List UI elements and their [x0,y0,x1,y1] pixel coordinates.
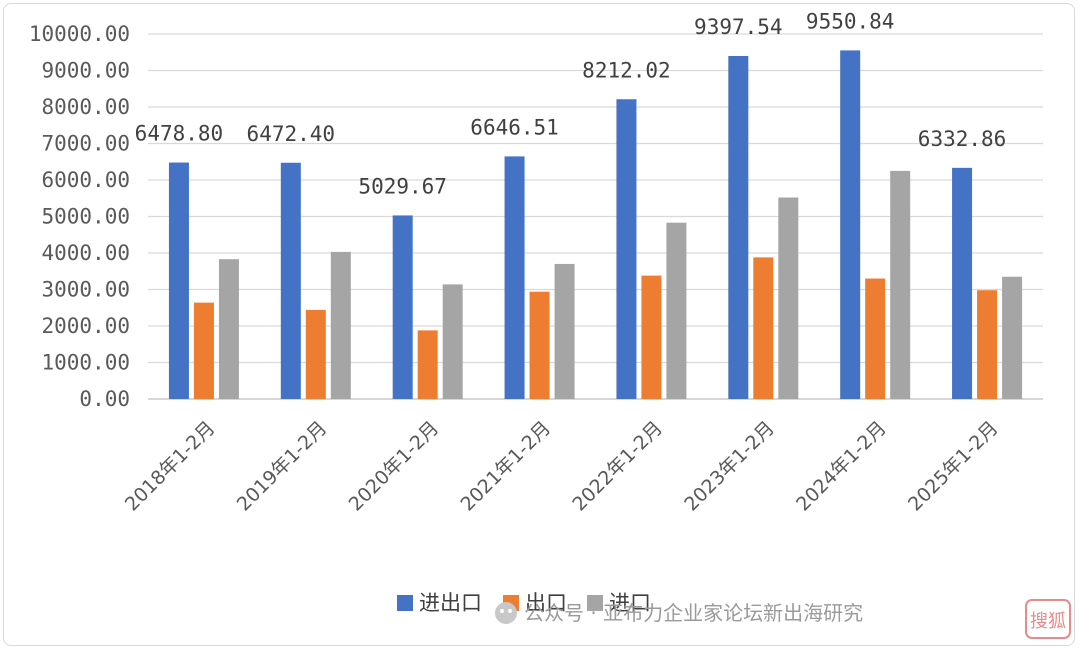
legend-label: 进出口 [419,591,482,615]
y-tick-label: 6000.00 [41,168,130,192]
data-label: 6646.51 [470,115,559,139]
x-tick-label: 2018年1-2月 [121,417,220,516]
x-tick-label: 2019年1-2月 [233,417,332,516]
y-tick-label: 4000.00 [41,241,130,265]
bar-进出口 [952,167,973,399]
x-tick-label: 2023年1-2月 [680,417,779,516]
bar-进出口 [504,156,525,399]
bar-进口 [1002,276,1023,399]
bars [168,50,1023,400]
data-label: 9550.84 [806,9,895,33]
legend-label: 进口 [609,591,651,615]
x-tick-label: 2020年1-2月 [345,417,444,516]
y-tick-label: 8000.00 [41,95,130,119]
x-tick-label: 2024年1-2月 [792,417,891,516]
data-label: 9397.54 [694,15,783,39]
y-tick-label: 9000.00 [41,59,130,83]
bar-进口 [330,251,351,399]
bar-进口 [218,259,239,399]
data-label: 5029.67 [358,174,447,198]
data-label: 6472.40 [247,122,336,146]
legend-swatch [397,595,413,611]
bar-出口 [865,278,886,399]
y-tick-label: 3000.00 [41,278,130,302]
legend: 进出口 出口 进口 [397,591,651,615]
legend-swatch [587,595,603,611]
bar-进口 [554,263,575,399]
watermark-text: 公众号 · 亚布力企业家论坛新出海研究 [524,601,863,625]
bar-进出口 [280,162,301,399]
y-tick-label: 2000.00 [41,314,130,338]
bar-进出口 [616,99,637,400]
data-labels: 6478.80 6472.40 5029.67 6646.51 8212.02 9397.… [135,9,1007,198]
bar-出口 [641,275,662,399]
bar-进口 [890,170,911,399]
bar-出口 [977,290,998,399]
bar-进口 [442,284,463,399]
data-label: 6332.86 [918,127,1007,151]
x-axis: 2018年1-2月 2019年1-2月 2020年1-2月 2021年1-2月 2022… [121,417,1003,516]
bar-出口 [305,309,326,399]
bar-进口 [778,197,799,399]
y-tick-label: 0.00 [79,387,130,411]
watermark: 公众号 · 亚布力企业家论坛新出海研究 搜狐 [495,599,1071,639]
y-tick-label: 7000.00 [41,132,130,156]
y-tick-label: 10000.00 [29,22,130,46]
watermark-stamp-text: 搜狐 [1030,611,1066,632]
x-tick-label: 2025年1-2月 [904,417,1003,516]
bar-出口 [529,291,550,399]
bar-进出口 [168,162,189,399]
bar-进口 [666,222,687,399]
y-tick-label: 5000.00 [41,205,130,229]
chart-frame [3,3,1075,646]
data-label: 6478.80 [135,122,224,146]
bar-进出口 [392,215,413,399]
bar-进出口 [728,55,749,400]
x-tick-label: 2022年1-2月 [568,417,667,516]
bar-出口 [753,257,774,399]
bar-进出口 [840,50,861,399]
legend-label: 出口 [525,591,567,615]
wechat-icon [495,602,517,624]
y-tick-label: 1000.00 [41,351,130,375]
bar-出口 [417,330,438,399]
x-tick-label: 2021年1-2月 [457,417,556,516]
watermark-stamp-logo [1025,599,1071,639]
y-axis: 0.00 1000.00 2000.00 3000.00 4000.00 5000.00 6… [29,22,130,411]
bar-出口 [193,302,214,399]
data-label: 8212.02 [582,58,671,82]
